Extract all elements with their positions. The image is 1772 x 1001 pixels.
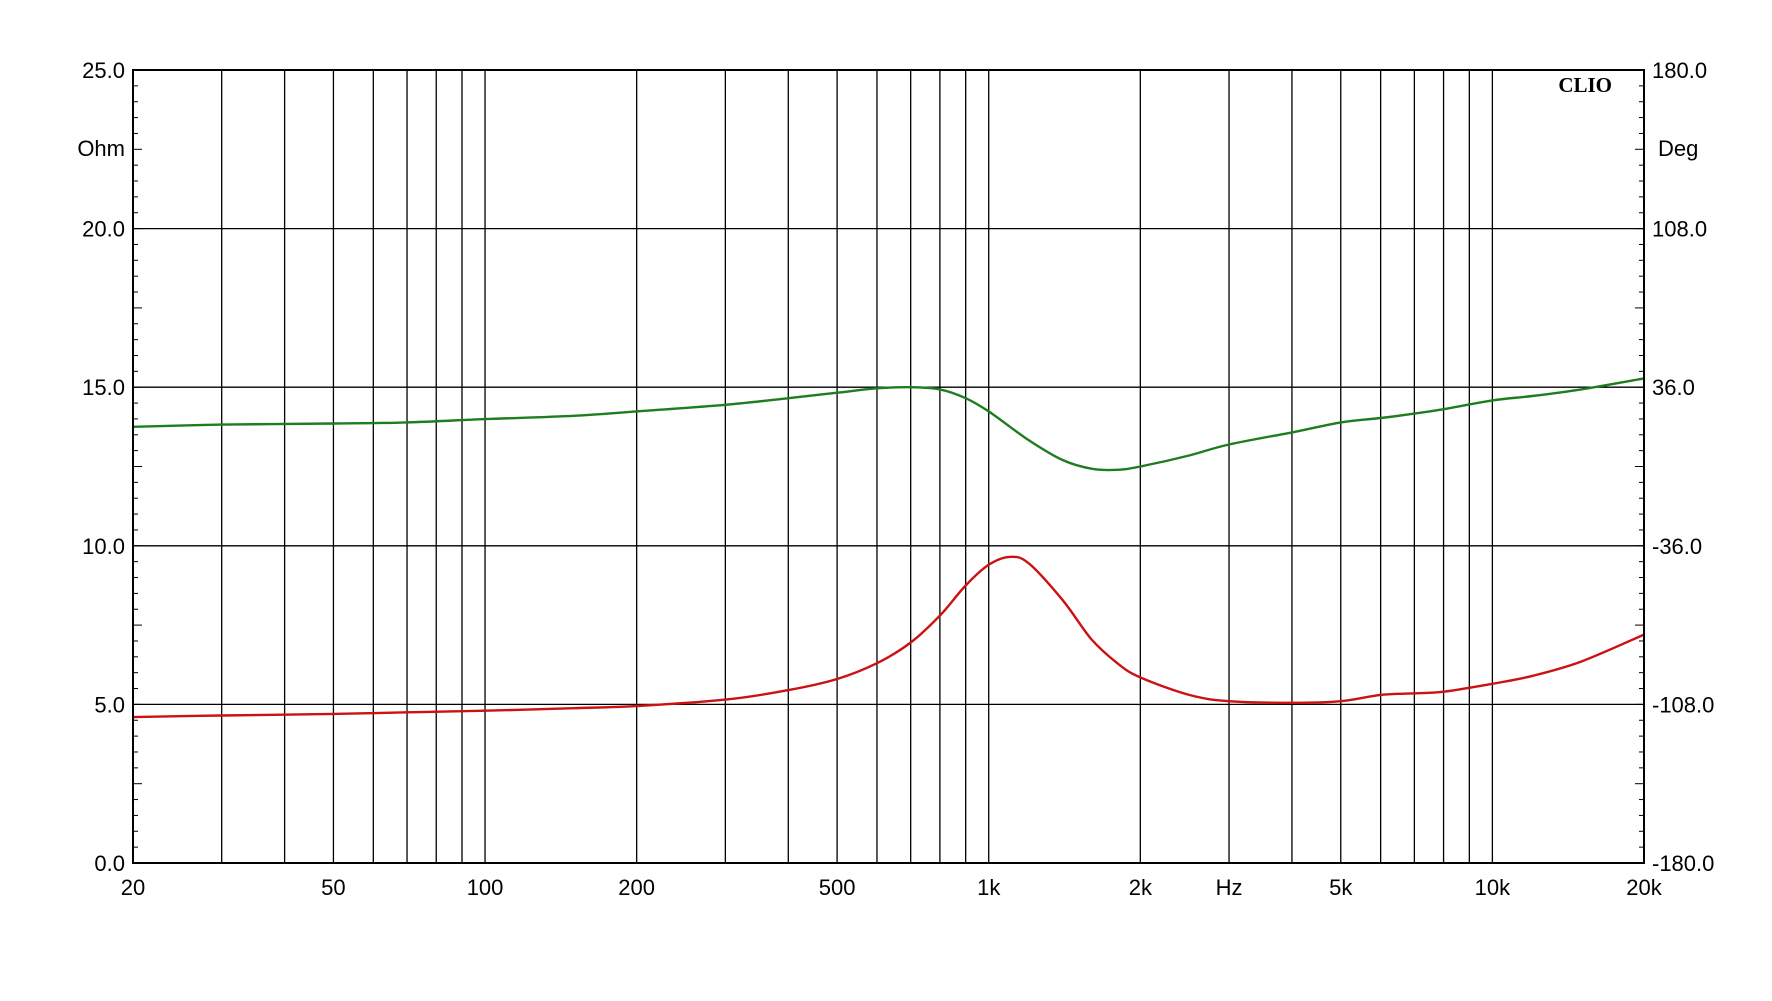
right-tick-label: 108.0: [1652, 217, 1707, 242]
left-tick-label: 20.0: [82, 217, 125, 242]
x-tick-label: 100: [467, 875, 504, 900]
right-tick-label: -36.0: [1652, 534, 1702, 559]
right-tick-label: 36.0: [1652, 375, 1695, 400]
left-tick-label: 5.0: [94, 692, 125, 717]
right-tick-label: -180.0: [1652, 851, 1714, 876]
x-tick-label: 20k: [1626, 875, 1662, 900]
series-line-1: [132, 555, 1645, 719]
plot-frame: [132, 69, 1645, 864]
left-tick-label: 10.0: [82, 534, 125, 559]
x-tick-label: 10k: [1475, 875, 1511, 900]
left-tick-label: 15.0: [82, 375, 125, 400]
x-tick-label: 1k: [977, 875, 1001, 900]
left-tick-label: 25.0: [82, 58, 125, 83]
series-group: [132, 377, 1645, 719]
x-tick-label: 20: [121, 875, 145, 900]
brand-label: CLIO: [1558, 73, 1612, 97]
right-unit-label: Deg: [1658, 136, 1698, 161]
right-tick-label: -108.0: [1652, 692, 1714, 717]
x-tick-label: 200: [618, 875, 655, 900]
left-unit-label: Ohm: [77, 136, 125, 161]
left-tick-label: 0.0: [94, 851, 125, 876]
axis-labels: 20 50 100 200 500 1k 2k 5k 10k 20k Hz 0.0 5.0 10.0 15.…: [77, 58, 1714, 900]
x-tick-label: 5k: [1329, 875, 1353, 900]
series-line-2: [132, 377, 1645, 472]
right-tick-label: 180.0: [1652, 58, 1707, 83]
x-tick-label: 500: [819, 875, 856, 900]
x-tick-label: 50: [321, 875, 345, 900]
x-tick-label: 2k: [1129, 875, 1153, 900]
x-unit-label: Hz: [1216, 875, 1243, 900]
